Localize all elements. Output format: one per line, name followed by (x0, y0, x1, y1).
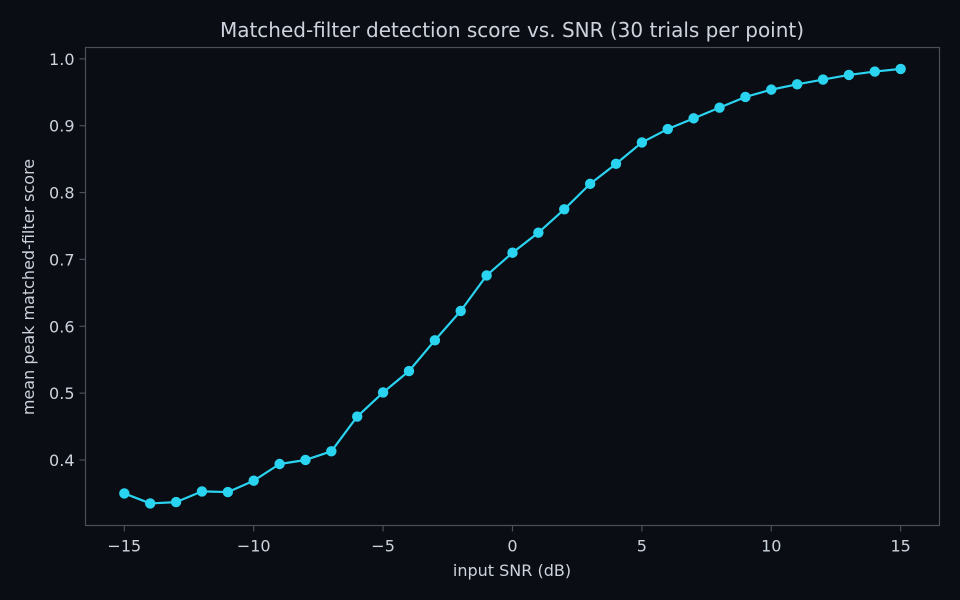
data-point (507, 247, 518, 258)
data-point (610, 158, 622, 170)
x-tick-label: −10 (237, 537, 271, 556)
y-tick-label: 0.7 (49, 250, 74, 269)
data-point (274, 458, 285, 470)
series-line (123, 67, 901, 505)
data-point (559, 204, 570, 215)
chart-title: Matched-filter detection score vs. SNR (… (220, 18, 804, 42)
x-axis-title: input SNR (dB) (453, 561, 571, 580)
data-point (119, 488, 130, 499)
data-point (584, 178, 596, 190)
x-tick-label: −5 (371, 537, 395, 556)
x-tick-label: 0 (507, 537, 517, 556)
y-axis: 0.4 0.5 0.6 0.7 0.8 0.9 1.0 (49, 50, 86, 470)
data-point (377, 387, 389, 398)
data-point (662, 123, 673, 135)
x-tick-label: −15 (107, 537, 141, 556)
data-point (170, 496, 182, 508)
x-tick-label: 10 (761, 537, 781, 556)
data-point (636, 137, 648, 148)
x-axis: −15 −10 −5 0 5 10 15 (107, 525, 911, 556)
y-axis-title: mean peak matched-filter score (19, 159, 38, 415)
x-tick-label: 5 (637, 537, 647, 556)
data-point (869, 66, 881, 77)
y-tick-label: 0.4 (49, 451, 74, 470)
data-point (817, 74, 829, 85)
y-tick-label: 0.8 (49, 184, 74, 203)
data-point (895, 63, 906, 75)
y-tick-label: 1.0 (49, 50, 74, 69)
data-point (248, 475, 259, 486)
data-point (222, 486, 234, 498)
data-point (300, 454, 311, 466)
data-point (740, 91, 751, 103)
data-point (791, 79, 803, 90)
y-tick-label: 0.6 (49, 317, 74, 336)
y-tick-label: 0.5 (49, 384, 74, 403)
plot-frame (84, 46, 941, 527)
data-point (196, 486, 208, 497)
y-tick-label: 0.9 (49, 117, 74, 136)
data-point (144, 498, 156, 509)
data-point (352, 411, 363, 422)
data-point (455, 305, 466, 317)
series-layer (119, 63, 906, 509)
data-point (766, 84, 777, 95)
data-point (481, 270, 492, 281)
x-tick-label: 15 (891, 537, 911, 556)
data-point (533, 227, 544, 238)
data-point (688, 113, 699, 124)
data-point (714, 102, 725, 113)
data-point (403, 365, 415, 377)
data-point (326, 446, 337, 457)
data-point (843, 69, 855, 81)
data-point (429, 335, 441, 346)
